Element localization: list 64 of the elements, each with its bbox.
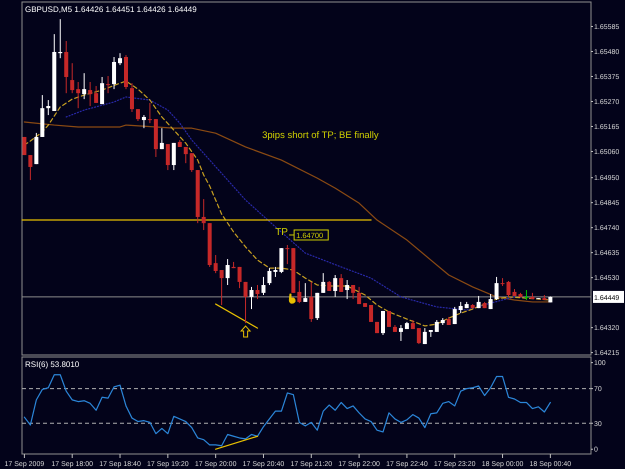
candlestick — [327, 280, 332, 292]
candlestick — [88, 81, 92, 107]
candlestick — [369, 304, 374, 322]
candlestick — [506, 280, 511, 298]
candlestick — [82, 72, 86, 100]
candlestick — [250, 286, 254, 310]
candlestick — [244, 281, 248, 324]
candlestick — [160, 128, 164, 150]
candlestick — [226, 258, 230, 286]
candlestick — [28, 154, 32, 181]
candlestick — [434, 320, 439, 332]
candlestick — [452, 306, 457, 325]
candlestick — [458, 301, 463, 314]
annotation: TP — [275, 226, 288, 238]
candlestick — [76, 81, 80, 109]
candlestick — [255, 284, 260, 300]
candlestick — [106, 76, 110, 94]
chart-title: GBPUSD,M5 1.64426 1.64451 1.64426 1.64449 — [25, 5, 198, 14]
line-series — [24, 121, 551, 303]
candlestick — [321, 272, 326, 294]
candlestick — [398, 324, 403, 342]
line-series — [24, 80, 551, 327]
candlestick — [339, 274, 344, 292]
line-series — [66, 96, 516, 311]
candlestick — [118, 52, 122, 66]
candlestick — [112, 56, 116, 90]
candlestick — [267, 268, 272, 286]
candlestick — [303, 282, 308, 302]
candlestick — [136, 108, 140, 122]
candlestick — [488, 294, 493, 310]
candlestick — [416, 328, 421, 345]
candlestick — [500, 278, 505, 286]
candlestick — [309, 281, 314, 322]
annotation: 3pips short of TP; BE finally — [262, 130, 379, 141]
candlestick — [333, 274, 338, 298]
candlestick — [70, 62, 74, 94]
candlestick — [297, 280, 302, 304]
candlestick — [273, 266, 278, 278]
candlestick — [381, 310, 386, 336]
candlestick — [46, 100, 50, 116]
candlestick — [100, 76, 104, 105]
candlestick — [202, 198, 206, 231]
candlestick — [351, 284, 356, 300]
candlestick — [94, 86, 98, 104]
candlestick — [130, 82, 134, 112]
candlestick — [220, 270, 224, 306]
candlestick — [261, 276, 266, 296]
chart-title: RSI(6) 53.8010 — [25, 360, 80, 369]
candlestick — [142, 114, 146, 129]
candlestick — [524, 290, 528, 301]
candlestick — [214, 254, 218, 274]
candlestick — [166, 144, 170, 171]
line-series — [24, 374, 551, 446]
candlestick — [285, 244, 290, 265]
candlestick — [386, 310, 391, 328]
candlestick — [357, 286, 362, 305]
candlestick — [476, 295, 481, 309]
candlestick — [172, 142, 176, 171]
candlestick — [279, 248, 284, 274]
candlestick — [238, 266, 242, 289]
candlestick — [422, 328, 427, 345]
candlestick — [494, 276, 499, 301]
candlestick — [148, 102, 152, 124]
candlestick — [345, 280, 350, 300]
